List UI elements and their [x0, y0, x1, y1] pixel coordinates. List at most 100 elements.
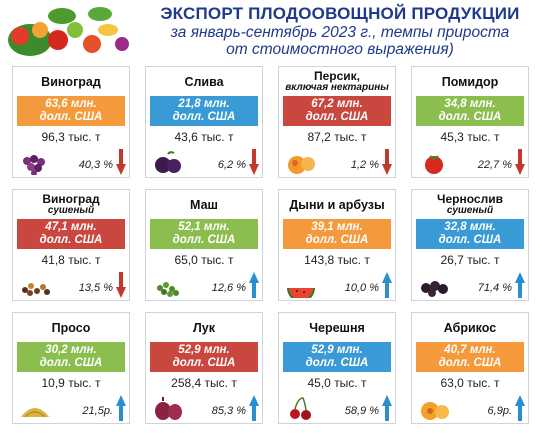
growth-rate: 6,9р. — [487, 405, 512, 417]
product-name-main: Виноград — [42, 192, 100, 206]
export-value-unit: долл. США — [172, 234, 236, 246]
product-name: Маш — [146, 192, 262, 218]
export-value-amount: 39,1 млн. — [311, 221, 363, 233]
vegetables-icon — [8, 7, 129, 56]
export-value: 21,8 млн. долл. США — [150, 96, 258, 126]
export-value-amount: 34,8 млн. — [444, 98, 496, 110]
product-card: Абрикос 40,7 млн. долл. США 63,0 тыс. т 6,9р… — [411, 312, 529, 424]
arrow-down-icon — [116, 149, 126, 175]
export-value: 40,7 млн. долл. США — [416, 342, 524, 372]
arrow-down-icon — [382, 149, 392, 175]
page-subtitle: за январь-сентябрь 2023 г., темпы прирос… — [150, 24, 530, 58]
export-value-amount: 32,8 млн. — [444, 221, 496, 233]
export-volume: 96,3 тыс. т — [41, 130, 101, 144]
product-card: Маш 52,1 млн. долл. США 65,0 тыс. т 12,6 % — [145, 189, 263, 301]
product-card: Просо 30,2 млн. долл. США 10,9 тыс. т 21,5р. — [12, 312, 130, 424]
millet-icon — [21, 408, 49, 418]
export-volume: 87,2 тыс. т — [307, 130, 367, 144]
product-name: Дыни и арбузы — [279, 192, 395, 218]
export-volume: 45,0 тыс. т — [307, 376, 367, 390]
export-value: 52,9 млн. долл. США — [150, 342, 258, 372]
export-value-amount: 63,6 млн. — [45, 98, 97, 110]
export-value-amount: 52,9 млн. — [178, 344, 230, 356]
subtitle-line-2: от стоимостного выражения) — [226, 41, 454, 58]
onion-icon — [155, 397, 182, 420]
export-value-unit: долл. США — [305, 357, 369, 369]
product-name: Абрикос — [412, 315, 528, 341]
growth-rate: 12,6 % — [211, 282, 246, 294]
product-name-sub: включая нектарины — [285, 82, 389, 93]
mung-bean-icon — [157, 282, 179, 297]
export-value-amount: 47,1 млн. — [45, 221, 97, 233]
export-value: 52,9 млн. долл. США — [283, 342, 391, 372]
growth-rate: 58,9 % — [344, 405, 379, 417]
export-value-unit: долл. США — [305, 234, 369, 246]
product-name-main: Слива — [184, 75, 224, 89]
export-volume: 143,8 тыс. т — [304, 253, 370, 267]
product-card: Чернослив сушеный 32,8 млн. долл. США 26,7 т… — [411, 189, 529, 301]
export-value-unit: долл. США — [438, 357, 502, 369]
export-volume: 45,3 тыс. т — [440, 130, 500, 144]
export-value-unit: долл. США — [438, 111, 502, 123]
export-volume: 41,8 тыс. т — [41, 253, 101, 267]
arrow-up-icon — [515, 272, 525, 298]
header: ЭКСПОРТ ПЛОДООВОЩНОЙ ПРОДУКЦИИ за январь… — [0, 0, 560, 62]
prunes-icon — [421, 281, 448, 297]
product-name: Виноград — [13, 69, 129, 95]
product-name: Лук — [146, 315, 262, 341]
export-volume: 63,0 тыс. т — [440, 376, 500, 390]
export-volume: 10,9 тыс. т — [41, 376, 101, 390]
arrow-down-icon — [515, 149, 525, 175]
arrow-down-icon — [116, 272, 126, 298]
growth-rate: 40,3 % — [78, 159, 113, 171]
product-card: Персик, включая нектарины 67,2 млн. долл. С… — [278, 66, 396, 178]
export-volume: 26,7 тыс. т — [440, 253, 500, 267]
export-value-amount: 52,1 млн. — [178, 221, 230, 233]
plum-icon — [155, 151, 181, 173]
arrow-up-icon — [116, 395, 126, 421]
cherry-icon — [290, 397, 311, 420]
export-value-amount: 30,2 млн. — [45, 344, 97, 356]
export-value-amount: 21,8 млн. — [178, 98, 230, 110]
export-value-amount: 52,9 млн. — [311, 344, 363, 356]
product-name-main: Черешня — [309, 321, 365, 335]
product-name: Помидор — [412, 69, 528, 95]
export-value-unit: долл. США — [172, 357, 236, 369]
apricot-icon — [421, 402, 449, 420]
product-name-main: Чернослив — [437, 192, 503, 206]
product-card: Слива 21,8 млн. долл. США 43,6 тыс. т 6,2 % — [145, 66, 263, 178]
export-value-unit: долл. США — [438, 234, 502, 246]
product-name-main: Виноград — [41, 75, 101, 89]
product-name: Черешня — [279, 315, 395, 341]
product-name-main: Просо — [51, 321, 91, 335]
export-value-amount: 67,2 млн. — [311, 98, 363, 110]
export-value: 39,1 млн. долл. США — [283, 219, 391, 249]
product-name-main: Абрикос — [443, 321, 497, 335]
product-name: Слива — [146, 69, 262, 95]
raisins-icon — [22, 283, 50, 296]
product-card: Виноград 63,6 млн. долл. США 96,3 тыс. т 40,… — [12, 66, 130, 178]
product-card: Помидор 34,8 млн. долл. США 45,3 тыс. т 22,7… — [411, 66, 529, 178]
growth-rate: 85,3 % — [211, 405, 246, 417]
product-name-sub: сушеный — [47, 205, 95, 216]
product-card: Дыни и арбузы 39,1 млн. долл. США 143,8 тыс… — [278, 189, 396, 301]
page-title: ЭКСПОРТ ПЛОДООВОЩНОЙ ПРОДУКЦИИ — [160, 4, 520, 23]
melon-icon — [287, 288, 315, 298]
export-value-unit: долл. США — [39, 111, 103, 123]
product-name: Чернослив сушеный — [412, 192, 528, 218]
export-volume: 65,0 тыс. т — [174, 253, 234, 267]
arrow-up-icon — [382, 395, 392, 421]
export-value-unit: долл. США — [39, 234, 103, 246]
export-value: 52,1 млн. долл. США — [150, 219, 258, 249]
export-value: 34,8 млн. долл. США — [416, 96, 524, 126]
peach-icon — [288, 156, 315, 174]
export-value: 63,6 млн. долл. США — [17, 96, 125, 126]
product-grid: Виноград 63,6 млн. долл. США 96,3 тыс. т 40,… — [12, 66, 552, 432]
export-value-unit: долл. США — [39, 357, 103, 369]
product-name-main: Помидор — [441, 75, 499, 89]
tomato-icon — [425, 155, 443, 174]
arrow-up-icon — [515, 395, 525, 421]
export-volume: 258,4 тыс. т — [171, 376, 237, 390]
product-card: Виноград сушеный 47,1 млн. долл. США 41,8 ты… — [12, 189, 130, 301]
export-value-amount: 40,7 млн. — [444, 344, 496, 356]
